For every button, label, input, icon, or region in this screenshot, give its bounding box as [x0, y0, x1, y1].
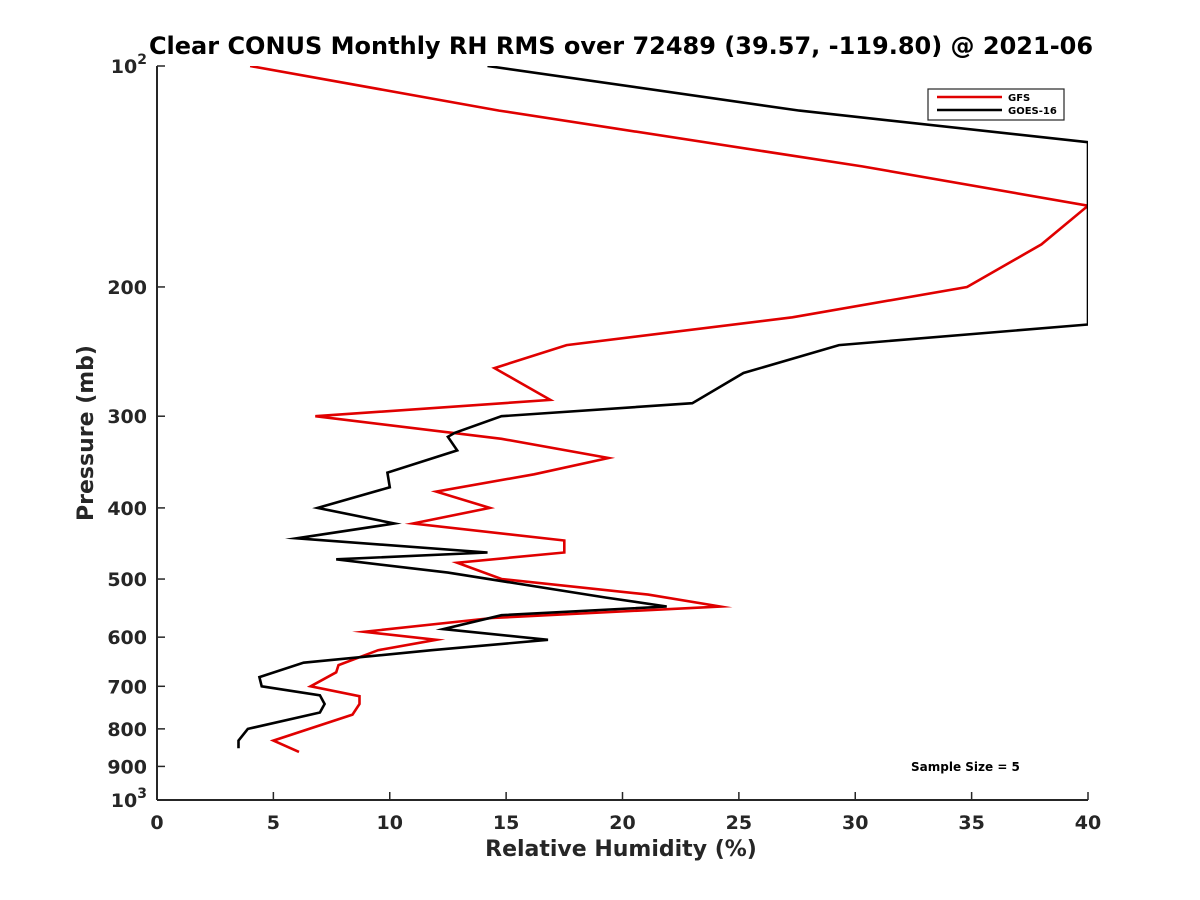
chart-title: Clear CONUS Monthly RH RMS over 72489 (3… [149, 32, 1093, 60]
series-line-goes16 [237, 66, 1088, 749]
y-tick-label-400: 400 [107, 498, 147, 520]
legend-label-gfs: GFS [1008, 93, 1030, 104]
y-tick-label-600: 600 [107, 627, 147, 649]
y-tick-label-200: 200 [107, 277, 147, 299]
x-axis-label: Relative Humidity (%) [485, 837, 757, 862]
sample-size-annotation: Sample Size = 5 [911, 760, 1020, 774]
y-tick-label-500: 500 [107, 569, 147, 591]
x-tick-label-25: 25 [726, 812, 752, 834]
x-tick-label-0: 0 [150, 812, 163, 834]
x-tick-label-20: 20 [609, 812, 635, 834]
y-tick-label-900: 900 [107, 756, 147, 778]
y-axis-ticks: 102 200 300 400 500 600 700 800 900 103 [107, 52, 165, 812]
y-tick-label-300: 300 [107, 406, 147, 428]
y-tick-label-1000: 103 [111, 786, 147, 812]
x-tick-label-5: 5 [267, 812, 280, 834]
x-tick-label-15: 15 [493, 812, 519, 834]
series-line-gfs [249, 66, 1088, 754]
x-axis-ticks: 0 5 10 15 20 25 30 35 40 [150, 792, 1101, 834]
legend: GFS GOES-16 [927, 88, 1065, 121]
y-tick-label-100: 102 [111, 52, 147, 78]
legend-label-goes16: GOES-16 [1008, 106, 1057, 117]
series-layer [237, 66, 1088, 754]
x-tick-label-35: 35 [958, 812, 984, 834]
y-tick-label-700: 700 [107, 676, 147, 698]
y-axis-label: Pressure (mb) [74, 345, 99, 521]
legend-box [927, 88, 1065, 121]
x-tick-label-10: 10 [377, 812, 403, 834]
y-tick-label-800: 800 [107, 719, 147, 741]
x-tick-label-30: 30 [842, 812, 868, 834]
x-tick-label-40: 40 [1075, 812, 1101, 834]
